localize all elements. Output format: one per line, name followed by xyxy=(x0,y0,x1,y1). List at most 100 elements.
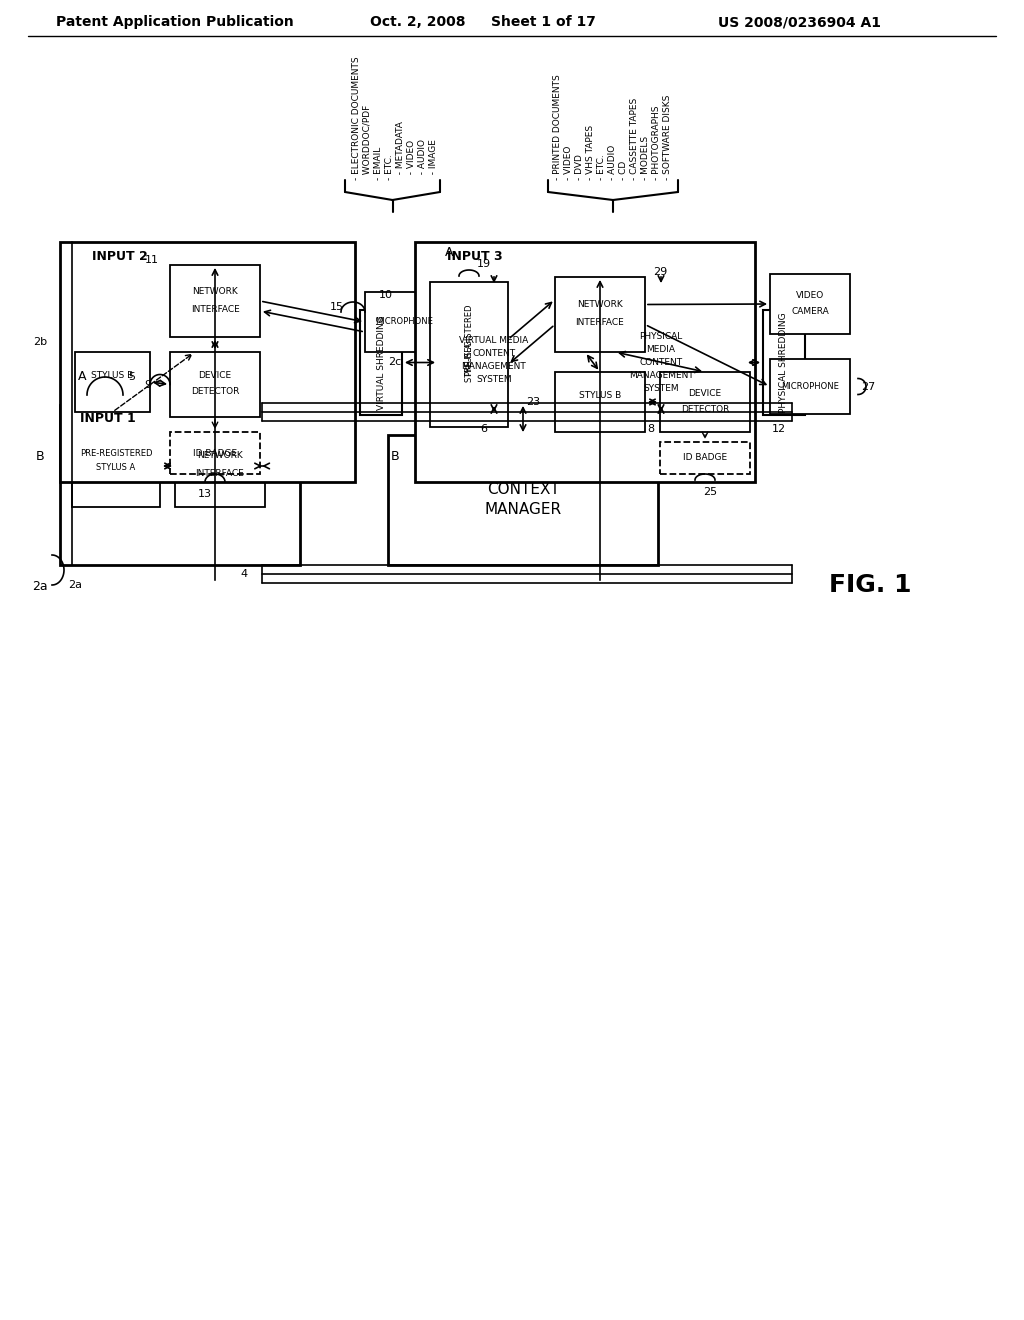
Text: PHYSICAL SHREDDING: PHYSICAL SHREDDING xyxy=(779,313,788,413)
Text: 2a: 2a xyxy=(68,579,82,590)
Text: - ETC.: - ETC. xyxy=(597,154,606,180)
Text: Oct. 2, 2008: Oct. 2, 2008 xyxy=(371,15,466,29)
FancyBboxPatch shape xyxy=(618,298,731,403)
Text: 2b: 2b xyxy=(33,337,47,347)
Text: 5: 5 xyxy=(128,372,135,381)
Text: MICROPHONE: MICROPHONE xyxy=(375,318,433,326)
Text: SYSTEM: SYSTEM xyxy=(476,375,512,384)
Text: - MODELS: - MODELS xyxy=(641,136,650,180)
Text: MANAGEMENT: MANAGEMENT xyxy=(629,371,693,380)
FancyBboxPatch shape xyxy=(438,310,550,414)
Text: - ETC.: - ETC. xyxy=(385,154,394,180)
Text: 15: 15 xyxy=(330,302,344,312)
Text: 6: 6 xyxy=(480,424,487,434)
Text: - ELECTRONIC DOCUMENTS: - ELECTRONIC DOCUMENTS xyxy=(352,57,361,180)
Text: INPUT 1: INPUT 1 xyxy=(80,412,136,425)
Text: ID BADGE: ID BADGE xyxy=(193,449,238,458)
Text: MICROPHONE: MICROPHONE xyxy=(781,381,839,391)
Text: - PRINTED DOCUMENTS: - PRINTED DOCUMENTS xyxy=(553,74,562,180)
Text: NETWORK: NETWORK xyxy=(198,451,243,461)
Text: MEDIA: MEDIA xyxy=(646,345,676,354)
Text: - VIDEO: - VIDEO xyxy=(564,145,573,180)
Text: DETECTOR: DETECTOR xyxy=(190,387,240,396)
FancyBboxPatch shape xyxy=(430,282,508,426)
Text: Sheet 1 of 17: Sheet 1 of 17 xyxy=(490,15,595,29)
FancyBboxPatch shape xyxy=(459,292,571,397)
Text: A: A xyxy=(78,371,86,384)
Text: - CD: - CD xyxy=(618,161,628,180)
Text: SYSTEM: SYSTEM xyxy=(643,384,679,393)
Text: DEVICE: DEVICE xyxy=(688,389,722,399)
Text: CONTENT: CONTENT xyxy=(472,348,515,358)
Text: 23: 23 xyxy=(526,397,540,407)
Text: - SOFTWARE DISKS: - SOFTWARE DISKS xyxy=(663,95,672,180)
Text: INTERFACE: INTERFACE xyxy=(196,470,245,479)
Text: - METADATA: - METADATA xyxy=(396,121,406,180)
Text: B: B xyxy=(391,450,399,463)
Text: - PHOTOGRAPHS: - PHOTOGRAPHS xyxy=(652,106,662,180)
Text: 19: 19 xyxy=(477,259,492,269)
Text: - AUDIO: - AUDIO xyxy=(418,139,427,180)
Text: Patent Application Publication: Patent Application Publication xyxy=(56,15,294,29)
FancyBboxPatch shape xyxy=(555,372,645,432)
Text: 8: 8 xyxy=(647,424,654,434)
Text: 2c: 2c xyxy=(388,356,401,367)
Text: INTERFACE: INTERFACE xyxy=(190,305,240,314)
FancyBboxPatch shape xyxy=(626,292,738,397)
Text: 11: 11 xyxy=(145,255,159,265)
Text: - EMAIL: - EMAIL xyxy=(374,147,383,180)
Text: 13: 13 xyxy=(198,488,212,499)
FancyBboxPatch shape xyxy=(415,242,755,482)
FancyBboxPatch shape xyxy=(170,432,260,474)
Text: MANAGER: MANAGER xyxy=(484,503,561,517)
Text: DETECTOR: DETECTOR xyxy=(681,404,729,413)
FancyBboxPatch shape xyxy=(388,436,658,565)
Text: VIRTUAL SHREDDING: VIRTUAL SHREDDING xyxy=(377,315,385,411)
Text: - AUDIO: - AUDIO xyxy=(608,145,617,180)
Text: PRE-REGISTERED: PRE-REGISTERED xyxy=(465,304,473,376)
Text: PRE-REGISTERED: PRE-REGISTERED xyxy=(80,450,153,458)
FancyBboxPatch shape xyxy=(555,277,645,352)
Text: STYLUS A: STYLUS A xyxy=(96,463,135,473)
Text: 29: 29 xyxy=(653,267,667,277)
FancyBboxPatch shape xyxy=(633,286,745,391)
Text: 12: 12 xyxy=(772,424,786,434)
FancyBboxPatch shape xyxy=(365,292,443,352)
Text: 9: 9 xyxy=(144,380,152,389)
Text: INPUT 2: INPUT 2 xyxy=(92,249,147,263)
Text: DEVICE: DEVICE xyxy=(199,371,231,380)
Text: FIG. 1: FIG. 1 xyxy=(828,573,911,597)
Text: INTERFACE: INTERFACE xyxy=(575,318,625,327)
FancyBboxPatch shape xyxy=(763,310,805,414)
FancyBboxPatch shape xyxy=(170,352,260,417)
Text: A: A xyxy=(444,246,454,259)
Text: NETWORK: NETWORK xyxy=(193,286,238,296)
Text: PHYSICAL: PHYSICAL xyxy=(639,333,683,341)
Text: 4: 4 xyxy=(241,569,248,579)
Text: STYLUS A: STYLUS A xyxy=(465,343,473,381)
Text: VIRTUAL MEDIA: VIRTUAL MEDIA xyxy=(460,337,528,345)
Text: ID BADGE: ID BADGE xyxy=(683,454,727,462)
FancyBboxPatch shape xyxy=(466,286,578,391)
FancyBboxPatch shape xyxy=(770,275,850,334)
FancyBboxPatch shape xyxy=(605,310,717,414)
FancyBboxPatch shape xyxy=(360,310,402,414)
Text: INPUT 3: INPUT 3 xyxy=(447,249,503,263)
Text: CONTEXT: CONTEXT xyxy=(486,483,559,498)
Text: CAMERA: CAMERA xyxy=(792,308,828,317)
Text: B: B xyxy=(36,450,44,463)
Text: US 2008/0236904 A1: US 2008/0236904 A1 xyxy=(719,15,882,29)
FancyBboxPatch shape xyxy=(170,265,260,337)
Text: - IMAGE: - IMAGE xyxy=(429,139,438,180)
FancyBboxPatch shape xyxy=(660,372,750,432)
Text: NETWORK: NETWORK xyxy=(578,300,623,309)
Text: - DVD: - DVD xyxy=(575,154,584,180)
FancyBboxPatch shape xyxy=(612,304,724,409)
FancyBboxPatch shape xyxy=(175,425,265,507)
Text: 27: 27 xyxy=(861,381,876,392)
Text: - CASSETTE TAPES: - CASSETTE TAPES xyxy=(630,98,639,180)
Text: 10: 10 xyxy=(379,290,393,300)
FancyBboxPatch shape xyxy=(75,352,150,412)
Text: CONTENT: CONTENT xyxy=(639,358,683,367)
Text: - VIDEO: - VIDEO xyxy=(407,140,416,180)
